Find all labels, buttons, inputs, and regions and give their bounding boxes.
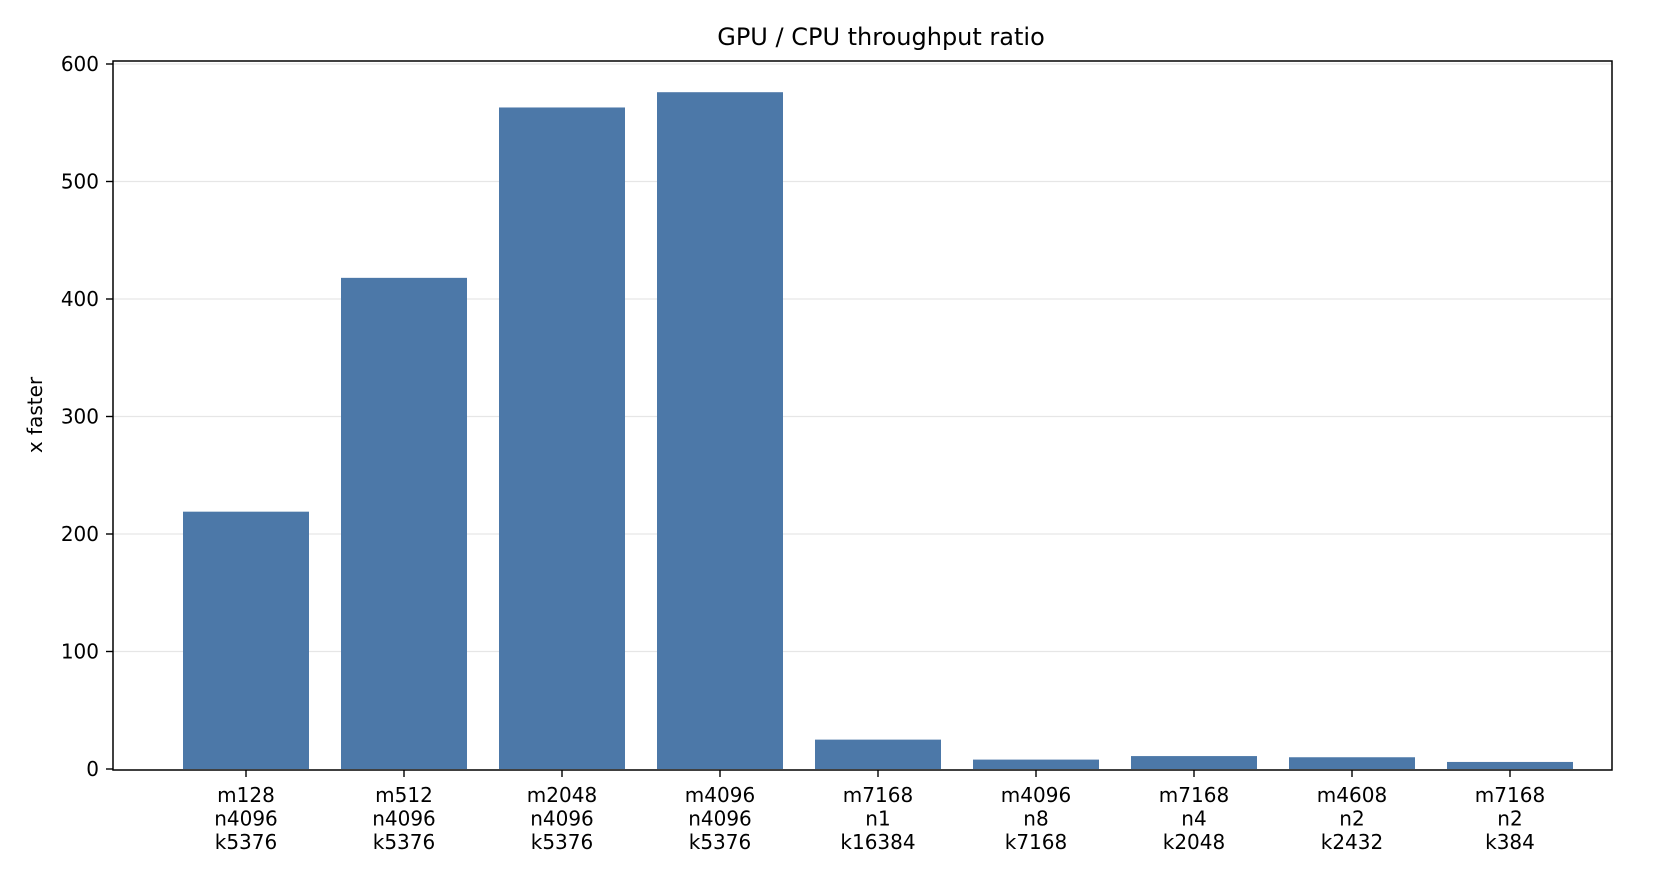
- x-tick-label: m7168 n4 k2048: [1159, 783, 1229, 854]
- y-axis: 0 100 200 300 400 500 600: [61, 52, 113, 781]
- x-tick-label-line: k5376: [689, 830, 751, 854]
- x-tick-label-line: m2048: [527, 783, 597, 807]
- x-tick-label-line: n4: [1181, 807, 1206, 831]
- bar: [815, 739, 941, 769]
- x-tick-label-line: k5376: [531, 830, 593, 854]
- x-tick-label: m4096 n4096 k5376: [685, 783, 755, 854]
- x-tick-label-line: n8: [1023, 807, 1048, 831]
- x-tick-label-line: k5376: [373, 830, 435, 854]
- x-tick-label-line: k7168: [1005, 830, 1067, 854]
- x-tick-label-line: n1: [865, 807, 890, 831]
- x-tick-label-line: n4096: [214, 807, 278, 831]
- x-tick-label-line: n2: [1497, 807, 1522, 831]
- x-tick-label: m2048 n4096 k5376: [527, 783, 597, 854]
- chart-title: GPU / CPU throughput ratio: [717, 23, 1045, 51]
- x-tick-label-line: m4096: [685, 783, 755, 807]
- plot-frame: [112, 60, 1613, 771]
- x-tick-label-line: n2: [1339, 807, 1364, 831]
- x-tick-label: m128 n4096 k5376: [214, 783, 278, 854]
- bar: [341, 277, 467, 769]
- x-tick-label-line: n4096: [372, 807, 436, 831]
- bar: [499, 107, 625, 770]
- x-tick-label: m512 n4096 k5376: [372, 783, 436, 854]
- x-tick-label-line: m128: [217, 783, 275, 807]
- y-tick-label: 0: [86, 757, 99, 781]
- bars: [183, 92, 1573, 770]
- x-tick-label-line: k2432: [1321, 830, 1383, 854]
- x-tick-label-line: k16384: [840, 830, 915, 854]
- x-tick-label-line: m7168: [1159, 783, 1229, 807]
- y-tick-label: 500: [61, 170, 99, 194]
- x-tick-label-line: n4096: [530, 807, 594, 831]
- x-tick-label-line: m7168: [1475, 783, 1545, 807]
- x-tick-label-line: k2048: [1163, 830, 1225, 854]
- x-tick-label-line: m512: [375, 783, 433, 807]
- x-tick-label-line: n4096: [688, 807, 752, 831]
- y-tick-label: 400: [61, 287, 99, 311]
- y-tick-label: 300: [61, 405, 99, 429]
- bar: [1289, 757, 1415, 769]
- bar: [657, 92, 783, 769]
- y-tick-label: 100: [61, 640, 99, 664]
- bar: [1447, 761, 1573, 769]
- x-tick-label-line: k5376: [215, 830, 277, 854]
- x-tick-label: m7168 n1 k16384: [840, 783, 915, 854]
- x-tick-label: m7168 n2 k384: [1475, 783, 1545, 854]
- x-tick-label-line: m4608: [1317, 783, 1387, 807]
- bar: [1131, 756, 1257, 769]
- y-tick-label: 600: [61, 52, 99, 76]
- y-axis-label: x faster: [23, 376, 47, 453]
- x-tick-label-line: k384: [1485, 830, 1535, 854]
- x-tick-label-line: m4096: [1001, 783, 1071, 807]
- bar: [973, 759, 1099, 769]
- y-tick-label: 200: [61, 522, 99, 546]
- bar: [183, 511, 309, 769]
- x-tick-label: m4096 n8 k7168: [1001, 783, 1071, 854]
- x-tick-label-line: m7168: [843, 783, 913, 807]
- x-tick-label: m4608 n2 k2432: [1317, 783, 1387, 854]
